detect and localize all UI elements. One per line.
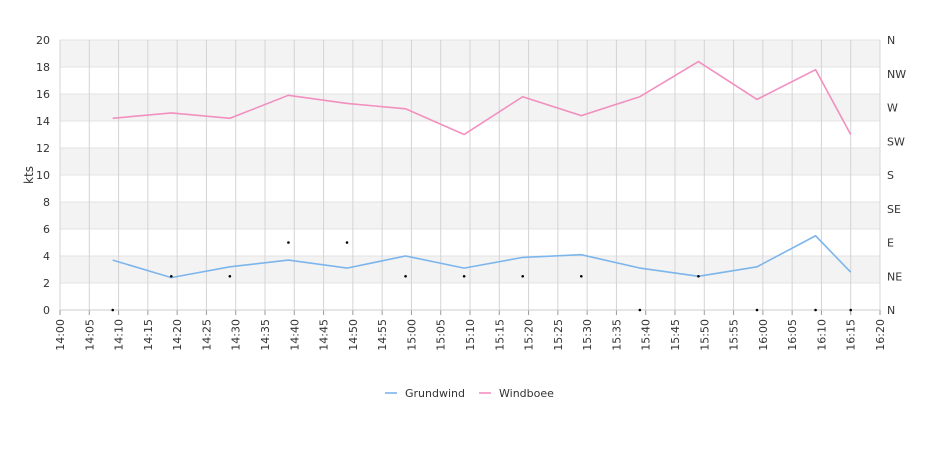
x-tick-label: 16:05 <box>786 319 799 351</box>
x-tick-label: 14:40 <box>288 319 301 351</box>
direction-dot <box>849 308 853 312</box>
x-tick-label: 15:40 <box>640 319 653 351</box>
vertical-gridlines <box>59 40 881 310</box>
x-axis-ticks: 14:00 14:05 14:10 14:15 14:20 14:25 14:30 14:35… <box>54 309 887 351</box>
direction-dot <box>638 308 642 312</box>
y-tick-label: 12 <box>36 142 50 155</box>
y2-tick-label: N <box>887 304 895 317</box>
x-tick-label: 15:30 <box>581 319 594 351</box>
direction-dot <box>287 241 290 244</box>
y-tick-label: 4 <box>43 250 50 263</box>
direction-dot <box>404 274 407 278</box>
y-tick-label: 14 <box>36 115 50 128</box>
x-tick-label: 14:35 <box>259 319 272 351</box>
series-line-grundwind <box>112 234 852 279</box>
y-axis-ticks: 0 2 4 6 8 10 12 14 16 18 20 <box>36 34 50 317</box>
x-tick-label: 15:20 <box>523 319 536 351</box>
direction-dot <box>345 241 349 244</box>
x-tick-label: 14:05 <box>83 319 96 351</box>
x-tick-label: 15:05 <box>435 319 448 351</box>
direction-dot <box>228 274 232 278</box>
x-tick-label: 14:45 <box>318 319 331 351</box>
x-tick-label: 16:15 <box>845 319 858 351</box>
y2-tick-label: S <box>887 169 894 182</box>
y2-axis-ticks: N NE E SE S SW W NW N <box>887 34 906 317</box>
direction-dot <box>814 308 817 312</box>
y2-tick-label: N <box>887 34 895 47</box>
x-tick-label: 14:00 <box>54 319 67 351</box>
y-tick-label: 8 <box>43 196 50 209</box>
x-tick-label: 16:00 <box>757 319 770 351</box>
y-axis-label: kts <box>22 166 36 184</box>
x-tick-label: 14:30 <box>230 319 243 351</box>
y-tick-label: 10 <box>36 169 50 182</box>
direction-dot <box>169 274 173 278</box>
direction-dot <box>521 274 525 278</box>
x-tick-label: 15:15 <box>493 319 506 351</box>
y-tick-label: 6 <box>43 223 50 236</box>
x-tick-label: 14:10 <box>113 319 126 351</box>
direction-dot <box>697 274 700 278</box>
x-tick-label: 15:55 <box>728 319 741 351</box>
y2-tick-label: E <box>887 237 894 250</box>
series-lines <box>112 60 852 279</box>
x-tick-label: 15:10 <box>464 319 477 351</box>
direction-dot <box>111 308 115 312</box>
x-tick-label: 15:50 <box>698 319 711 351</box>
y2-tick-label: W <box>887 102 898 115</box>
x-tick-label: 15:35 <box>610 319 623 351</box>
legend-label: Windboee <box>499 387 554 400</box>
legend: Grundwind Windboee <box>385 387 554 400</box>
y-tick-label: 20 <box>36 34 50 47</box>
direction-dot <box>462 274 466 278</box>
y2-tick-label: SE <box>887 203 901 216</box>
y-tick-label: 16 <box>36 88 50 101</box>
y2-tick-label: SW <box>887 135 905 148</box>
y-tick-label: 2 <box>43 277 50 290</box>
x-tick-label: 16:20 <box>874 319 887 351</box>
direction-dot <box>579 274 583 278</box>
y2-tick-label: NE <box>887 270 902 283</box>
legend-label: Grundwind <box>405 387 465 400</box>
x-tick-label: 14:55 <box>376 319 389 351</box>
direction-dots <box>111 241 853 312</box>
x-tick-label: 15:00 <box>405 319 418 351</box>
x-tick-label: 15:45 <box>669 319 682 351</box>
series-line-windboee <box>112 60 852 136</box>
direction-dot <box>755 308 759 312</box>
y-tick-label: 0 <box>43 304 50 317</box>
y2-tick-label: NW <box>887 68 906 81</box>
x-tick-label: 16:10 <box>815 319 828 351</box>
x-tick-label: 14:15 <box>142 319 155 351</box>
x-tick-label: 14:50 <box>347 319 360 351</box>
x-tick-label: 14:25 <box>200 319 213 351</box>
x-tick-label: 15:25 <box>552 319 565 351</box>
y-tick-label: 18 <box>36 61 50 74</box>
x-tick-label: 14:20 <box>171 319 184 351</box>
